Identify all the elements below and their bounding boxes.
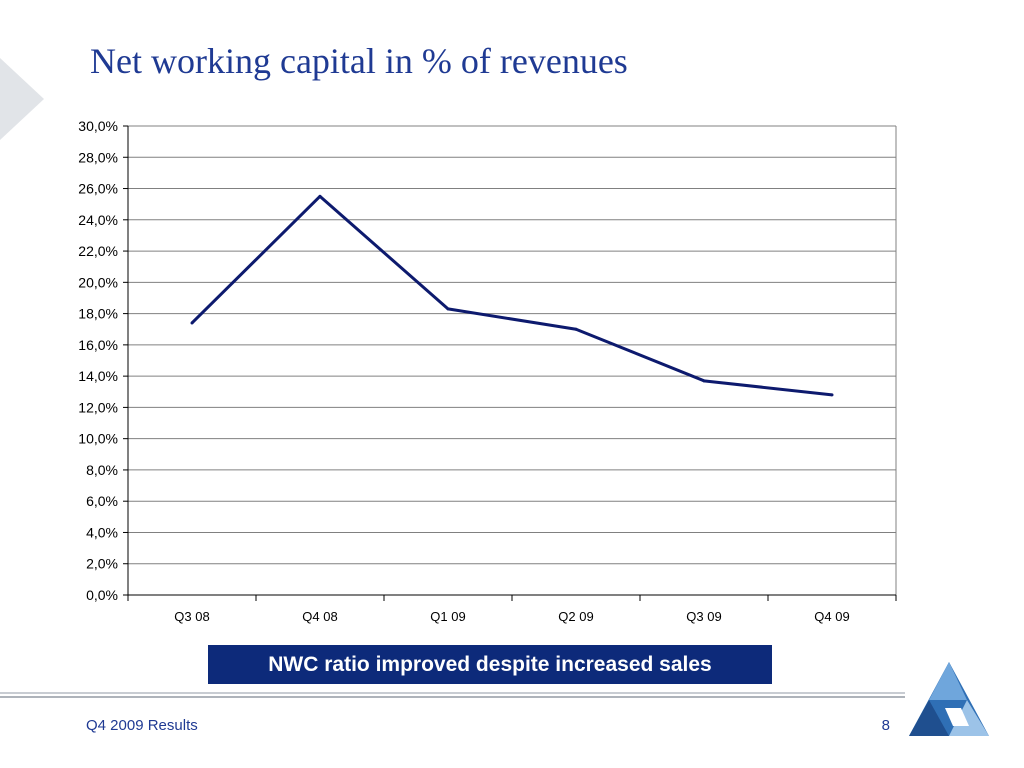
y-tick-label: 8,0% <box>86 462 118 478</box>
x-tick-label: Q4 09 <box>814 609 849 624</box>
x-axis-tick-labels: Q3 08 Q4 08 Q1 09 Q2 09 Q3 09 Q4 09 <box>174 609 849 624</box>
y-tick-label: 2,0% <box>86 556 118 572</box>
y-tick-label: 30,0% <box>78 118 118 134</box>
y-tick-label: 26,0% <box>78 181 118 197</box>
x-tick-label: Q2 09 <box>558 609 593 624</box>
footer-divider <box>0 692 905 700</box>
slide-title: Net working capital in % of revenues <box>90 41 628 81</box>
x-tick-label: Q3 08 <box>174 609 209 624</box>
y-tick-label: 10,0% <box>78 431 118 447</box>
page-number: 8 <box>881 717 890 734</box>
data-point <box>446 307 450 311</box>
data-point <box>190 321 194 325</box>
series-layer <box>190 194 834 397</box>
gridlines <box>128 125 896 565</box>
y-tick-label: 4,0% <box>86 524 118 540</box>
line-chart: 0,0% 2,0% 4,0% 6,0% 8,0% 10,0% 12,0% 14,0% 16,0%… <box>78 118 897 624</box>
data-point <box>830 393 834 397</box>
data-point <box>574 327 578 331</box>
company-logo-icon <box>909 662 989 736</box>
y-tick-label: 6,0% <box>86 493 118 509</box>
chevron-right-icon <box>0 58 44 140</box>
y-tick-label: 20,0% <box>78 274 118 290</box>
y-tick-label: 22,0% <box>78 243 118 259</box>
chart-axes <box>123 125 897 601</box>
y-axis-tick-labels: 0,0% 2,0% 4,0% 6,0% 8,0% 10,0% 12,0% 14,0% 16,0%… <box>78 118 118 603</box>
series-line <box>190 194 833 397</box>
data-point <box>702 379 706 383</box>
y-tick-label: 16,0% <box>78 337 118 353</box>
y-tick-label: 0,0% <box>86 587 118 603</box>
footer-text: Q4 2009 Results <box>86 717 198 734</box>
x-tick-label: Q1 09 <box>430 609 465 624</box>
y-tick-label: 14,0% <box>78 368 118 384</box>
y-tick-label: 18,0% <box>78 306 118 322</box>
data-point <box>318 194 322 198</box>
y-tick-label: 12,0% <box>78 399 118 415</box>
callout-banner: NWC ratio improved despite increased sal… <box>208 645 772 684</box>
x-tick-label: Q3 09 <box>686 609 721 624</box>
y-tick-label: 24,0% <box>78 212 118 228</box>
y-tick-label: 28,0% <box>78 149 118 165</box>
x-tick-label: Q4 08 <box>302 609 337 624</box>
